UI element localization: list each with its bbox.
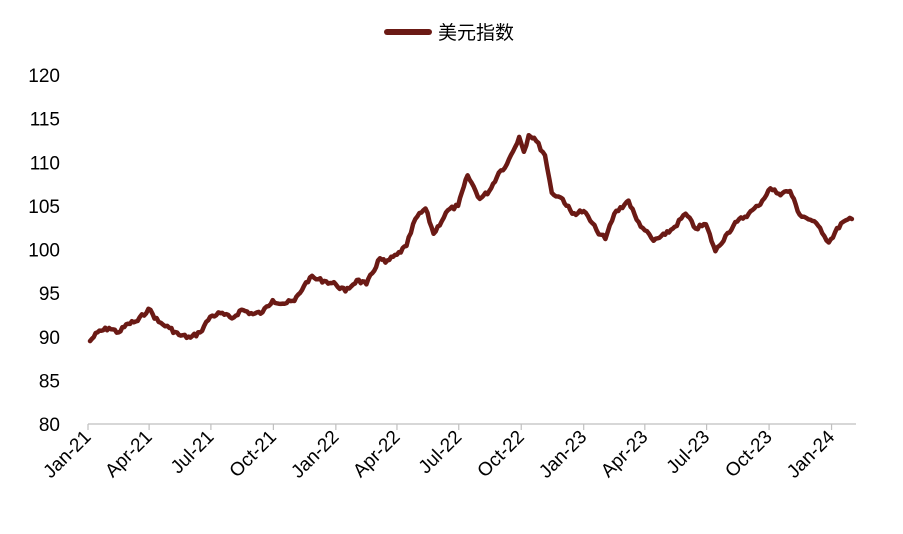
y-tick-label: 80 xyxy=(39,415,60,436)
y-tick-label: 100 xyxy=(28,241,60,262)
y-tick-label: 105 xyxy=(28,197,60,218)
legend-swatch xyxy=(384,28,432,35)
x-tick-label: Jul-21 xyxy=(167,427,218,478)
x-tick-label: Oct-23 xyxy=(721,427,776,482)
x-axis: Jan-21 Apr-21 Jul-21 Oct-21 Jan-22 Apr-22 Jul-… xyxy=(40,423,856,483)
y-tick-label: 85 xyxy=(39,371,60,392)
x-tick-label: Apr-22 xyxy=(349,427,404,482)
x-tick-label: Jan-22 xyxy=(287,427,343,483)
x-tick-label: Jan-24 xyxy=(783,426,839,482)
series-line-dxy xyxy=(87,132,855,344)
y-axis: 80 85 90 95 100 105 110 115 120 xyxy=(28,66,60,436)
y-tick-label: 110 xyxy=(30,153,60,174)
y-tick-label: 95 xyxy=(39,284,60,305)
y-tick-label: 120 xyxy=(28,66,60,87)
y-tick-label: 90 xyxy=(39,328,60,349)
plot-area xyxy=(87,132,855,344)
x-tick-label: Apr-21 xyxy=(101,427,156,482)
legend-label: 美元指数 xyxy=(438,22,515,44)
x-tick-label: Jul-23 xyxy=(663,427,714,478)
x-tick-label: Oct-22 xyxy=(474,427,529,482)
x-tick-label: Jan-23 xyxy=(535,427,591,483)
x-tick-label: Apr-23 xyxy=(597,427,652,482)
y-tick-label: 115 xyxy=(30,110,60,131)
x-tick-label: Oct-21 xyxy=(226,427,281,482)
legend: 美元指数 xyxy=(384,18,514,45)
x-tick-label: Jul-22 xyxy=(415,427,466,478)
